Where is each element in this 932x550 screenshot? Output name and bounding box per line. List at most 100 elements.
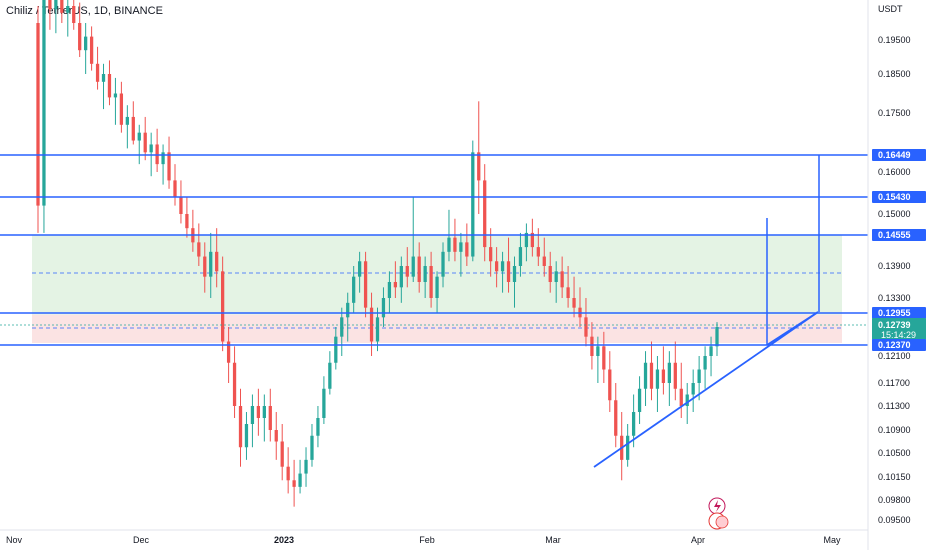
- candle-body: [197, 242, 201, 257]
- candle-body: [393, 282, 398, 288]
- candle-body: [328, 362, 332, 389]
- flag-icon-2: [715, 515, 729, 529]
- candle-body: [566, 287, 570, 298]
- candle-body: [602, 346, 606, 370]
- candle-body: [643, 362, 648, 389]
- candle-body: [429, 266, 433, 298]
- candle-body: [536, 247, 540, 257]
- level-badge: [872, 318, 926, 340]
- candle-body: [54, 0, 58, 10]
- candle-body: [352, 276, 356, 303]
- price-tick-label: 0.10500: [878, 448, 911, 458]
- price-tick-label: 0.12100: [878, 351, 911, 361]
- candle-body: [292, 480, 296, 487]
- candle-body: [387, 282, 392, 298]
- zone-stop: [32, 314, 842, 343]
- ascending-trendline[interactable]: [593, 311, 819, 468]
- candle-body: [60, 0, 64, 13]
- candle-body: [119, 93, 124, 125]
- candle-body: [679, 388, 683, 406]
- candle-body: [84, 36, 88, 51]
- candle-body: [423, 266, 427, 282]
- candle-body: [381, 298, 386, 318]
- candle-body: [399, 266, 403, 288]
- price-tick-label: 0.11700: [878, 378, 910, 388]
- candle-body: [691, 383, 695, 395]
- triangle-apex-line[interactable]: [766, 311, 819, 346]
- level-badge: [872, 229, 926, 241]
- candle-body: [185, 214, 189, 229]
- level-badge: [872, 339, 926, 351]
- candle-body: [554, 271, 558, 282]
- candle-body: [310, 435, 314, 460]
- candle-body: [649, 362, 654, 389]
- candle-body: [459, 242, 463, 252]
- candle-body: [203, 256, 207, 277]
- candle-body: [137, 132, 141, 141]
- candle-body: [268, 406, 272, 430]
- candle-body: [483, 180, 487, 248]
- axis-unit: USDT: [878, 4, 903, 14]
- candle-body: [542, 256, 546, 266]
- level-badge-label: 0.12739: [878, 320, 911, 330]
- candle-body: [357, 261, 362, 277]
- candle-body: [447, 237, 451, 252]
- candle-body: [215, 251, 219, 272]
- candle-body: [167, 152, 171, 181]
- candle-body: [149, 144, 153, 153]
- candle-body: [161, 152, 165, 165]
- candle-body: [530, 232, 534, 248]
- candle-body: [661, 369, 666, 383]
- candle-body: [626, 435, 630, 460]
- time-tick-label: Dec: [133, 535, 150, 545]
- time-tick-label: Feb: [419, 535, 435, 545]
- level-badge-label: 0.12370: [878, 340, 911, 350]
- candle-body: [369, 307, 374, 342]
- price-tick-label: 0.19500: [878, 35, 911, 45]
- candle-body: [518, 247, 523, 266]
- candle-body: [667, 362, 671, 383]
- candle-body: [560, 271, 564, 288]
- candle-body: [375, 317, 380, 342]
- countdown-label: 15:14:29: [881, 330, 916, 340]
- candle-body: [244, 424, 249, 448]
- candle-body: [125, 116, 129, 125]
- candle-body: [221, 271, 225, 342]
- price-tick-label: 0.15000: [878, 209, 911, 219]
- candle-body: [36, 23, 40, 206]
- candle-body: [179, 197, 183, 214]
- candle-body: [524, 232, 529, 248]
- candle-body: [637, 388, 642, 412]
- price-tick-label: 0.16000: [878, 167, 911, 177]
- candle-body: [417, 256, 421, 282]
- candle-body: [143, 132, 147, 153]
- candle-body: [256, 406, 261, 418]
- candle-body: [262, 406, 266, 418]
- candle-body: [340, 317, 344, 337]
- time-tick-label: Mar: [545, 535, 561, 545]
- candle-body: [715, 327, 719, 347]
- candle-body: [465, 242, 469, 257]
- candle-body: [363, 261, 368, 308]
- candle-body: [316, 418, 320, 436]
- time-tick-label: May: [823, 535, 841, 545]
- candle-body: [286, 466, 290, 481]
- candle-body: [274, 430, 278, 442]
- candle-body: [584, 317, 588, 337]
- candle-body: [232, 362, 237, 406]
- price-tick-label: 0.10900: [878, 425, 911, 435]
- price-tick-label: 0.13900: [878, 261, 911, 271]
- candle-body: [334, 336, 338, 363]
- candle-body: [435, 276, 439, 298]
- candle-body: [72, 6, 76, 23]
- candle-body: [572, 298, 576, 308]
- candle-body: [512, 266, 517, 282]
- candle-body: [596, 346, 600, 356]
- candle-body: [506, 261, 511, 282]
- candle-body: [107, 74, 112, 98]
- candle-body: [441, 251, 445, 277]
- candle-body: [78, 23, 82, 51]
- candle-body: [494, 261, 499, 272]
- candle-body: [453, 237, 457, 252]
